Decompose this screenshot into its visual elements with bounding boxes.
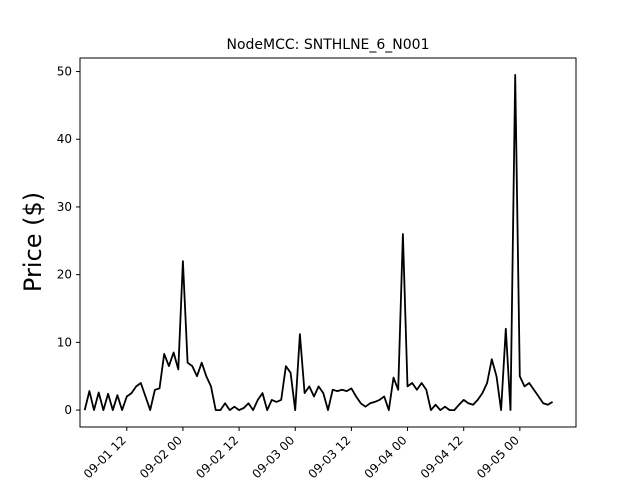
chart-title: NodeMCC: SNTHLNE_6_N001 [227, 37, 430, 53]
y-axis: 0 10 20 30 40 50 [57, 65, 80, 417]
y-tick-label: 40 [57, 132, 72, 146]
y-tick-label: 20 [57, 268, 72, 282]
y-tick-label: 50 [57, 65, 72, 79]
price-series-line [83, 74, 554, 411]
x-tick-label: 09-01 12 [81, 433, 129, 480]
y-axis-label: Price ($) [19, 192, 47, 292]
x-tick-label: 09-05 00 [474, 433, 522, 480]
x-tick-label: 09-02 00 [137, 433, 185, 480]
plot-area-frame [79, 57, 577, 428]
x-tick-label: 09-04 12 [418, 433, 466, 480]
y-tick-label: 0 [64, 403, 72, 417]
x-axis: 09-01 12 09-02 00 09-02 12 09-03 00 09-03 12… [81, 427, 522, 480]
y-tick-label: 30 [57, 200, 72, 214]
y-tick-label: 10 [57, 335, 72, 349]
x-tick-label: 09-03 00 [249, 433, 297, 480]
x-tick-label: 09-03 12 [305, 433, 353, 480]
x-tick-label: 09-04 00 [362, 433, 410, 480]
x-tick-label: 09-02 12 [193, 433, 241, 480]
